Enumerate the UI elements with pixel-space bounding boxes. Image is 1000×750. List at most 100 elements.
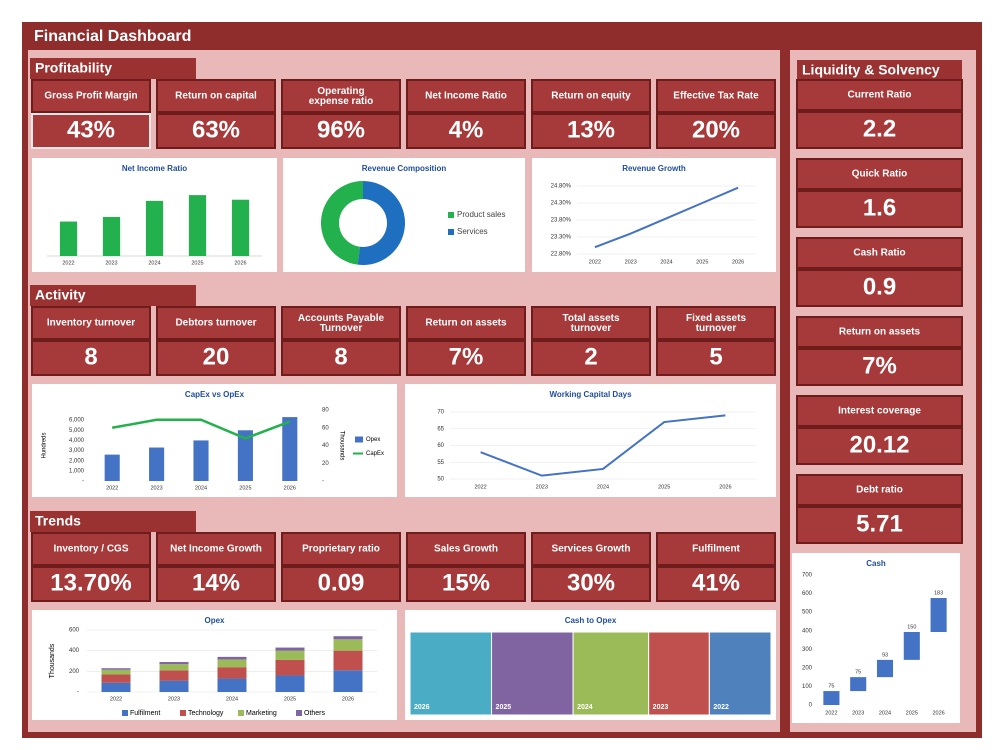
legend-label: Technology (188, 710, 224, 717)
kpi-label-box (796, 395, 963, 427)
y-axis-label: Thousands (49, 643, 56, 678)
kpi-label-box (31, 306, 151, 340)
legend-swatch (448, 212, 454, 218)
kpi-value-box (796, 506, 963, 544)
x-tick-label: 2025 (239, 485, 251, 491)
y-tick-label: 1,000 (69, 468, 85, 474)
kpi-label-box (796, 158, 963, 190)
chart-title: Working Capital Days (549, 390, 632, 399)
legend-swatch (238, 710, 244, 716)
y-tick-label: 70 (437, 410, 444, 416)
data-label: 183 (934, 590, 943, 596)
section-header (30, 58, 196, 79)
kpi-label-box (531, 79, 651, 113)
bar (237, 430, 253, 481)
kpi-label-box (156, 306, 276, 340)
chart-panel (532, 158, 776, 272)
bar-segment (159, 680, 189, 692)
y-tick-label: 22.80% (551, 252, 572, 258)
bar-segment (101, 682, 131, 692)
y-tick-label: 65 (437, 426, 444, 432)
treemap-label: 2025 (496, 704, 512, 711)
chart-title: Revenue Composition (362, 164, 447, 173)
kpi-value-box (31, 340, 151, 376)
kpi-value: 20 (203, 343, 230, 370)
kpi-value-box (796, 427, 963, 465)
waterfall-bar (930, 598, 947, 633)
x-tick-label: 2023 (150, 485, 162, 491)
section-title: Trends (35, 513, 81, 529)
x-tick-label: 2023 (536, 484, 548, 490)
bar-segment (217, 678, 247, 692)
kpi-label: Return on assets (425, 318, 507, 329)
kpi-label-box (156, 79, 276, 113)
kpi-label-box (656, 306, 776, 340)
x-tick-label: 2025 (191, 260, 203, 266)
kpi-label: Debt ratio (856, 485, 903, 496)
kpi-label: Fixed assets turnover (686, 313, 746, 334)
data-label: 75 (828, 684, 834, 690)
section-header (797, 60, 962, 81)
kpi-label: Cash Ratio (853, 248, 905, 259)
chart-title: Opex (204, 616, 225, 625)
bar-segment (217, 659, 247, 668)
kpi-value-box (281, 566, 401, 602)
x-tick-label: 2024 (226, 696, 238, 702)
y-tick-label: 300 (802, 647, 813, 653)
kpi-label: Quick Ratio (852, 169, 908, 180)
kpi-value-box (656, 113, 776, 149)
kpi-label-box (406, 532, 526, 566)
kpi-label: Gross Profit Margin (44, 91, 137, 102)
data-label: 150 (907, 624, 916, 630)
kpi-value: 43% (67, 116, 115, 143)
kpi-label: Net Income Growth (170, 544, 262, 555)
kpi-label-box (281, 306, 401, 340)
y-tick-label: 24.30% (551, 201, 572, 207)
x-tick-label: 2022 (825, 710, 837, 716)
x-tick-label: 2026 (284, 485, 296, 491)
kpi-value-box (281, 340, 401, 376)
bar-segment (159, 662, 189, 665)
kpi-value: 8 (84, 343, 97, 370)
x-tick-label: 2025 (696, 259, 708, 265)
kpi-label: Interest coverage (838, 406, 921, 417)
kpi-label: Operating expense ratio (309, 86, 373, 107)
y-tick-label: 500 (802, 610, 813, 616)
bar-segment (159, 670, 189, 681)
kpi-value: 20% (692, 116, 740, 143)
kpi-label: Total assets turnover (562, 313, 619, 334)
x-tick-label: 2026 (234, 260, 246, 266)
legend-label: Marketing (246, 710, 277, 717)
bar-segment (217, 656, 247, 660)
y-tick-label: - (82, 479, 84, 485)
kpi-value-box (796, 269, 963, 307)
kpi-label: Debtors turnover (175, 318, 256, 329)
bar (188, 195, 207, 256)
kpi-value: 20.12 (849, 431, 909, 458)
bar-segment (275, 650, 305, 660)
line (594, 186, 739, 249)
legend-label: Services (457, 227, 488, 236)
kpi-label-box (796, 474, 963, 506)
bar-segment (101, 668, 131, 670)
y-tick-label: 3,000 (69, 448, 85, 454)
chart-title: Revenue Growth (622, 164, 686, 173)
legend-label: CapEx (366, 451, 384, 457)
kpi-value-box (156, 340, 276, 376)
kpi-value: 5 (709, 343, 722, 370)
dashboard-title: Financial Dashboard (34, 28, 191, 45)
section-title: Activity (35, 287, 86, 303)
y-tick-label: 80 (322, 408, 329, 414)
line (480, 414, 726, 477)
kpi-label: Services Growth (552, 544, 631, 555)
x-tick-label: 2022 (589, 259, 601, 265)
bar-segment (275, 647, 305, 651)
x-tick-label: 2024 (660, 259, 672, 265)
x-tick-label: 2024 (879, 710, 891, 716)
x-tick-label: 2024 (148, 260, 160, 266)
waterfall-bar (876, 659, 894, 678)
x-tick-label: 2023 (105, 260, 117, 266)
kpi-label-box (281, 532, 401, 566)
y-tick-label: 6,000 (69, 418, 85, 424)
